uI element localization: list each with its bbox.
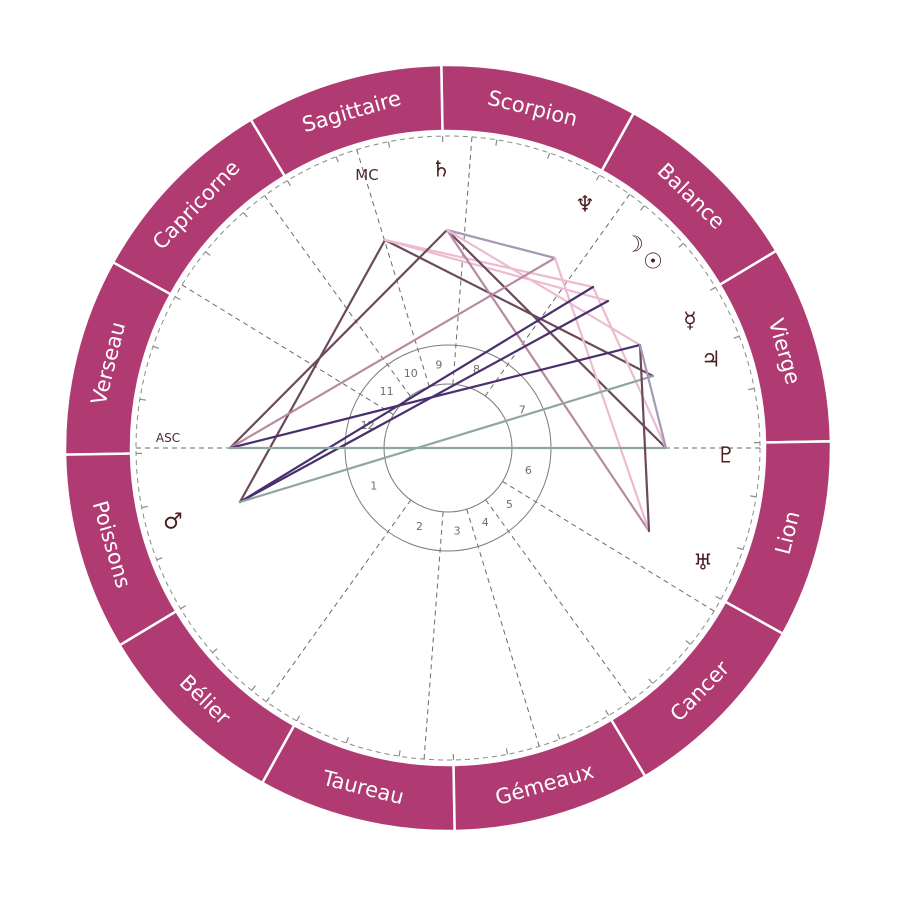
aspect-line-mc-jup: [383, 238, 655, 378]
aspect-line-sat-nep: [445, 228, 557, 260]
aspect-line-sat-mer: [445, 228, 642, 347]
house-number-10: 10: [404, 367, 418, 380]
aspect-line-sat-plu: [445, 228, 668, 450]
degree-tick: [152, 345, 159, 349]
aspect-line-mer-ura: [638, 343, 651, 533]
aspect-line-nep-ura: [553, 256, 651, 533]
aspect-line-mc-sun: [383, 238, 610, 303]
aspect-line-asc-mer: [228, 343, 642, 450]
degree-tick: [648, 678, 654, 684]
house-number-11: 11: [380, 385, 394, 398]
degree-tick: [387, 141, 391, 148]
house-number-3: 3: [454, 524, 461, 537]
degree-tick: [139, 398, 146, 401]
sign-segment-lion: [723, 440, 833, 636]
house-number-4: 4: [482, 516, 489, 529]
degree-tick: [398, 750, 401, 757]
degree-tick: [678, 242, 684, 248]
degree-tick: [212, 648, 218, 654]
aspect-line-mc-moon: [383, 238, 595, 289]
house-cusp-line-6: [502, 481, 715, 612]
degree-tick: [595, 174, 600, 181]
sun-icon: ☉: [643, 250, 663, 275]
degree-tick: [605, 709, 610, 716]
house-cusp-line-5: [485, 499, 632, 701]
zodiac-band: ViergeBalanceScorpionSagittaireCapricorn…: [63, 63, 833, 833]
degree-tick: [685, 640, 691, 645]
aspect-line-nep-asc: [228, 256, 557, 450]
house-number-ring: 123456789101112: [344, 344, 552, 552]
angle-label-mc: MC: [355, 166, 378, 184]
mercury-icon: ☿: [683, 309, 697, 334]
degree-tick: [345, 737, 349, 744]
degree-tick: [557, 733, 561, 740]
saturn-icon: ♄: [431, 158, 451, 183]
degree-tick: [640, 205, 645, 211]
house-number-2: 2: [416, 520, 423, 533]
degree-tick: [180, 605, 187, 610]
aspect-line-mar-moon: [238, 285, 595, 504]
house-number-5: 5: [506, 498, 513, 511]
moon-icon: ☽: [624, 233, 644, 258]
house-number-9: 9: [435, 359, 442, 372]
uranus-icon: ♅: [693, 551, 713, 576]
aspect-line-mar-sun: [238, 299, 610, 504]
angle-labels: ASC MC: [156, 166, 379, 445]
planet-glyphs: ♄ ♆ ☽☉ ☿♃ ♇ ♅ ♂: [163, 158, 736, 576]
angle-label-asc: ASC: [156, 431, 180, 445]
degree-tick: [733, 335, 740, 339]
degree-tick: [174, 296, 181, 301]
aspect-line-mer-plu: [638, 343, 668, 450]
aspect-lines: [228, 228, 668, 533]
degree-tick: [547, 152, 551, 159]
house-cusp-line-11: [264, 195, 411, 397]
degree-tick: [335, 156, 339, 163]
aspect-line-mar-jup: [238, 374, 655, 504]
house-cusp-line-2: [265, 499, 412, 702]
degree-tick: [156, 557, 163, 561]
house-cusp-line-4: [466, 509, 540, 747]
house-cusp-line-12: [181, 284, 394, 415]
aspect-line-sat-ura: [445, 228, 651, 533]
degree-tick: [715, 595, 722, 600]
house-cusp-line-10: [356, 149, 430, 387]
degree-tick: [505, 748, 509, 755]
degree-tick: [750, 495, 757, 498]
aspect-line-mc-mar: [238, 238, 387, 504]
house-number-8: 8: [473, 363, 480, 376]
degree-tick: [296, 715, 301, 722]
degree-tick: [205, 251, 211, 256]
degree-tick: [737, 547, 744, 551]
degree-tick: [286, 180, 291, 187]
degree-tick: [251, 685, 256, 691]
degree-tick: [495, 139, 498, 146]
house-number-7: 7: [519, 403, 526, 416]
jupiter-icon: ♃: [701, 348, 721, 373]
degree-tick: [141, 505, 148, 509]
neptune-icon: ♆: [575, 193, 595, 218]
degree-tick: [709, 286, 716, 291]
pluto-icon: ♇: [716, 444, 736, 469]
house-number-1: 1: [370, 480, 377, 493]
degree-tick: [748, 387, 755, 391]
aspect-line-moon-plu: [591, 285, 668, 450]
mars-icon: ♂: [163, 510, 183, 535]
degree-tick: [242, 212, 248, 218]
house-number-6: 6: [525, 464, 532, 477]
aspect-line-sat-asc: [228, 228, 449, 450]
